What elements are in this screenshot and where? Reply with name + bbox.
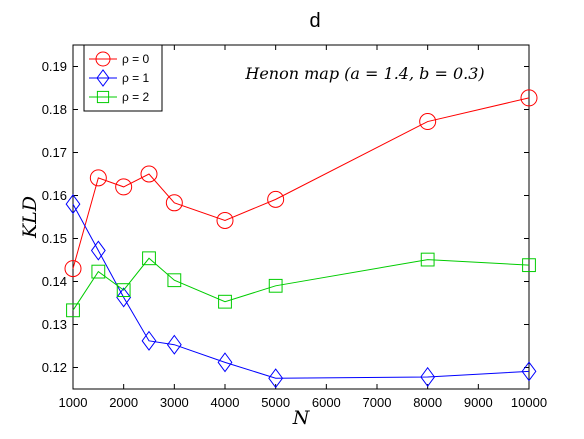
data-point-square [142,251,156,266]
series-line [72,257,530,311]
data-point-circle [216,211,234,229]
data-point-diamond [65,194,81,215]
y-tick-label: 0.15 [42,231,67,246]
y-tick-label: 0.13 [42,317,67,332]
data-point-square [96,90,110,104]
data-point-circle [95,51,111,67]
data-point-square [116,283,131,298]
y-axis-label: KLD [19,196,41,239]
x-tick-label: 8000 [413,395,442,410]
y-tick-label: 0.19 [42,59,67,74]
series-group [66,251,536,318]
data-point-circle [520,89,538,107]
chart-annotation: Henon map (a = 1.4, b = 0.3) [244,64,484,83]
x-tick-label: 5000 [261,395,290,410]
data-point-circle [89,169,107,187]
data-point-circle [115,178,133,196]
series-group [64,89,538,278]
y-tick-label: 0.18 [42,102,67,117]
data-point-diamond [217,352,233,373]
x-tick-label: 2000 [109,395,138,410]
y-tick-label: 0.16 [42,188,67,203]
data-point-square [268,278,283,293]
axes: 1000 2000 3000 4000 5000 6000 7000 8000 9000 1000… [42,45,547,410]
data-point-diamond [268,368,284,389]
data-point-square [420,252,435,267]
data-point-circle [64,260,82,278]
legend-label: ρ = 1 [122,71,150,85]
data-point-circle [140,165,158,183]
legend: ρ = 0 ρ = 1 ρ = 2 [83,44,163,112]
series-line [72,97,530,269]
series-line [72,203,530,379]
y-tick-label: 0.14 [42,274,67,289]
data-point-square [91,264,106,279]
data-point-diamond [96,69,110,87]
series-group [65,194,537,389]
data-point-square [167,273,182,288]
data-point-diamond [521,361,537,382]
data-point-square [218,294,232,309]
data-point-diamond [420,366,436,388]
legend-label: ρ = 0 [122,52,150,66]
x-tick-label: 9000 [464,395,493,410]
data-point-diamond [166,334,182,355]
x-tick-label: 3000 [160,395,189,410]
legend-label: ρ = 2 [122,90,150,104]
data-point-circle [419,113,437,131]
series-layer [64,89,538,389]
x-tick-label: 10000 [511,395,547,410]
x-axis-label: N [292,407,311,429]
data-point-square [66,303,80,318]
data-point-diamond [90,240,106,261]
data-point-diamond [141,330,157,351]
chart-title: d [309,10,320,32]
y-tick-label: 0.17 [42,145,67,160]
data-point-circle [267,190,285,208]
x-tick-label: 6000 [312,395,341,410]
x-tick-label: 7000 [363,395,392,410]
data-point-circle [165,194,183,212]
data-point-square [522,258,536,273]
x-tick-label: 4000 [211,395,240,410]
y-tick-label: 0.12 [42,360,67,375]
data-point-diamond [116,287,132,308]
x-tick-label: 1000 [59,395,88,410]
